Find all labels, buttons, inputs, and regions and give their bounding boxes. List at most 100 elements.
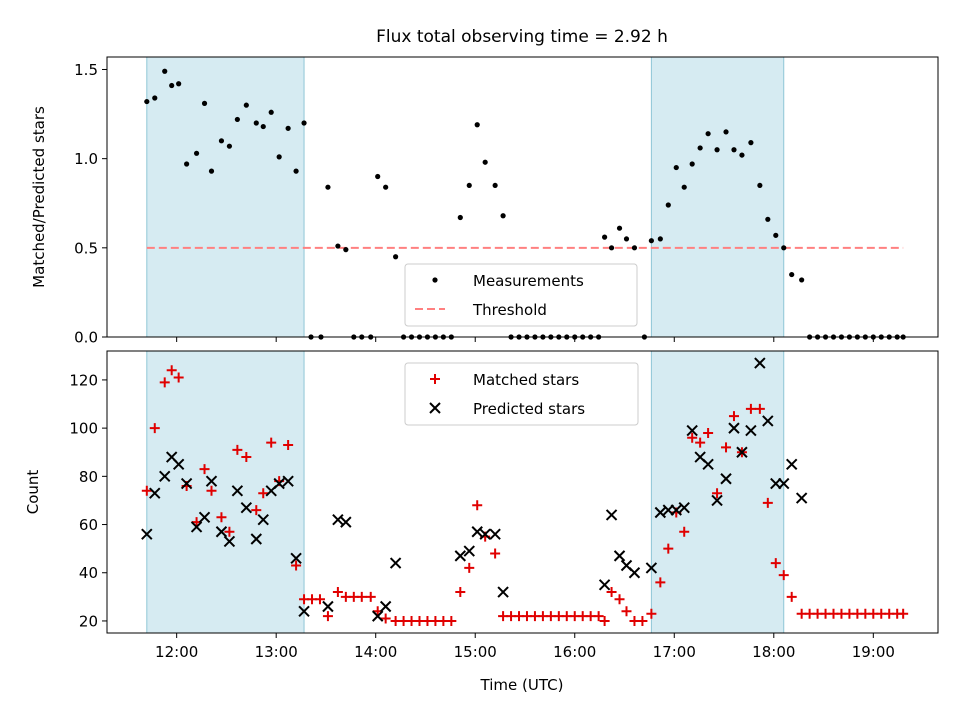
predicted-star-marker (190, 521, 203, 533)
measurement-point (226, 143, 233, 149)
matched-star-marker (446, 615, 457, 626)
measurement-point (714, 147, 720, 153)
measurement-point (665, 202, 671, 208)
matched-star-marker (216, 512, 227, 523)
predicted-star-marker (257, 514, 269, 526)
y-tick-label: 100 (69, 420, 98, 438)
matched-star-marker (614, 594, 625, 605)
predicted-star-marker (489, 528, 501, 540)
measurement-point (343, 247, 349, 253)
measurement-point (689, 161, 695, 167)
predicted-star-marker (711, 494, 723, 507)
bottom-panel: 20 40 60 80 100 120 12:00 13:00 14:00 15:00 16:00 1… (69, 350, 939, 661)
measurement-point (260, 123, 266, 130)
matched-star-marker (149, 423, 160, 434)
predicted-star-marker (762, 415, 774, 427)
measurement-point (335, 243, 341, 249)
legend-label: Threshold (472, 301, 547, 319)
matched-star-marker (332, 587, 343, 598)
predicted-star-marker (613, 550, 626, 562)
predicted-star-marker (282, 475, 294, 487)
measurement-point (631, 245, 638, 251)
predicted-star-marker (736, 446, 748, 458)
predicted-star-marker (471, 526, 483, 538)
measurement-point (789, 271, 795, 278)
measurement-point (648, 238, 654, 244)
measurement-point (457, 214, 463, 221)
measurement-point (208, 168, 215, 174)
measurement-point (176, 81, 182, 87)
predicted-star-marker (240, 501, 253, 514)
predicted-star-marker (231, 485, 244, 497)
predicted-star-marker (785, 458, 798, 470)
measurement-point (466, 182, 472, 189)
measurement-point (169, 82, 175, 89)
matched-star-marker (464, 562, 475, 573)
matched-star-marker (455, 587, 466, 598)
predicted-star-marker (686, 424, 698, 437)
predicted-star-marker (728, 422, 740, 434)
predicted-star-marker (172, 458, 185, 470)
matched-star-marker (283, 440, 294, 450)
measurement-point (616, 225, 623, 231)
measurement-point (243, 102, 249, 108)
matched-star-marker (173, 372, 184, 383)
predicted-star-marker (322, 600, 334, 613)
legend-frame (404, 263, 638, 327)
measurement-point (253, 120, 259, 126)
matched-star-marker (762, 497, 773, 508)
matched-star-marker (637, 615, 648, 626)
measurement-point (657, 236, 663, 242)
measurement-point (276, 154, 282, 160)
measurement-point (201, 100, 208, 106)
predicted-star-marker (141, 528, 153, 540)
predicted-star-marker (223, 535, 236, 548)
legend-label: Matched stars (473, 371, 579, 389)
matched-star-marker (599, 615, 610, 626)
legend-frame (404, 362, 639, 426)
matched-star-marker (621, 606, 632, 617)
predicted-star-marker (290, 552, 302, 564)
x-axis-label: Time (UTC) (480, 676, 564, 694)
measurement-point (748, 140, 754, 146)
predicted-star-marker (678, 501, 690, 514)
matched-star-marker (695, 437, 706, 448)
predicted-star-marker (379, 600, 392, 613)
measurement-point (285, 125, 291, 131)
matched-star-marker (380, 613, 391, 624)
legend-label: Predicted stars (473, 400, 585, 418)
matched-star-marker (199, 464, 210, 475)
matched-star-marker (898, 608, 909, 619)
measurement-point (602, 234, 608, 240)
predicted-star-marker (463, 545, 475, 557)
measurement-point (293, 168, 299, 174)
legend-dot-icon (432, 277, 438, 283)
top-panel: 0.0 0.5 1.0 1.5 Measurements Threshold (74, 56, 939, 347)
measurement-point (268, 109, 274, 115)
measurement-point (492, 182, 498, 189)
measurement-point (705, 131, 711, 137)
matched-star-marker (606, 587, 617, 598)
matched-star-marker (754, 403, 765, 414)
predicted-star-marker (298, 605, 310, 618)
figure-title: Flux total observing time = 2.92 h (376, 27, 668, 47)
predicted-star-marker (754, 357, 766, 369)
measurement-point (723, 129, 729, 135)
measurement-point (383, 184, 389, 190)
predicted-star-marker (371, 610, 384, 622)
top-y-axis-label: Matched/Predicted stars (30, 106, 48, 288)
matched-star-marker (663, 543, 674, 554)
predicted-star-marker (598, 579, 611, 591)
y-tick-label: 1.5 (74, 61, 98, 79)
predicted-star-marker (198, 511, 211, 524)
matched-star-marker (241, 452, 252, 463)
y-tick-label: 0.5 (74, 239, 98, 257)
matched-star-marker (728, 411, 739, 422)
measurement-point (781, 245, 787, 251)
x-tick-label: 12:00 (155, 643, 198, 661)
measurement-point (393, 254, 399, 260)
measurement-point (482, 159, 488, 165)
predicted-star-marker (605, 509, 618, 521)
predicted-star-marker (205, 475, 218, 487)
predicted-star-marker (389, 557, 402, 569)
